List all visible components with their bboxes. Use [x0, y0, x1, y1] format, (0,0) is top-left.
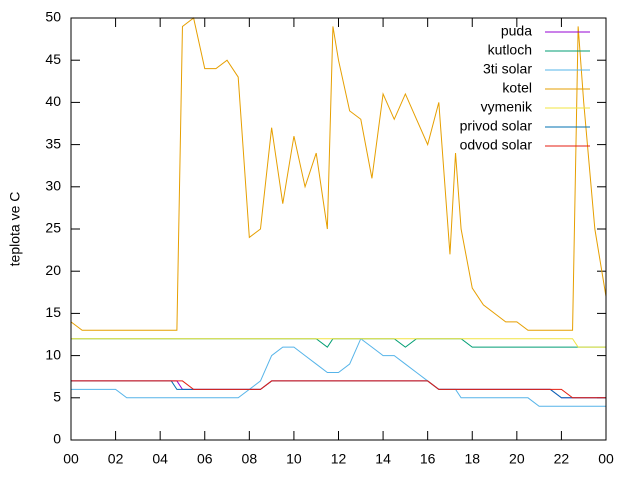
legend-label: privod solar [460, 118, 533, 134]
y-tick-label: 10 [45, 346, 61, 362]
series-line [71, 380, 606, 399]
y-tick-label: 40 [45, 93, 61, 109]
x-tick-label: 00 [63, 451, 79, 467]
legend-label: odvod solar [460, 137, 533, 153]
x-tick-label: 18 [464, 451, 480, 467]
y-tick-label: 15 [45, 304, 61, 320]
legend-label: 3ti solar [483, 61, 532, 77]
x-tick-label: 12 [331, 451, 347, 467]
x-tick-label: 16 [420, 451, 436, 467]
x-tick-label: 14 [375, 451, 391, 467]
y-tick-label: 30 [45, 178, 61, 194]
x-tick-label: 10 [286, 451, 302, 467]
y-tick-label: 0 [53, 431, 61, 447]
x-tick-label: 00 [598, 451, 614, 467]
y-tick-label: 50 [45, 9, 61, 25]
x-tick-label: 04 [152, 451, 168, 467]
series-line [71, 337, 606, 407]
y-tick-label: 45 [45, 51, 61, 67]
y-tick-label: 25 [45, 220, 61, 236]
x-tick-label: 22 [554, 451, 570, 467]
legend-label: kotel [502, 80, 532, 96]
series-line [71, 338, 606, 348]
legend-label: puda [501, 23, 532, 39]
legend-label: kutloch [488, 42, 532, 58]
y-tick-label: 35 [45, 135, 61, 151]
y-tick-label: 5 [53, 389, 61, 405]
legend-label: vymenik [481, 99, 533, 115]
x-tick-label: 20 [509, 451, 525, 467]
x-tick-label: 08 [242, 451, 258, 467]
y-tick-label: 20 [45, 262, 61, 278]
x-tick-label: 06 [197, 451, 213, 467]
plot-border [70, 17, 607, 441]
x-tick-label: 02 [108, 451, 124, 467]
series-line [70, 17, 607, 331]
series-line [71, 338, 606, 348]
y-axis-label: teplota ve C [7, 192, 23, 267]
